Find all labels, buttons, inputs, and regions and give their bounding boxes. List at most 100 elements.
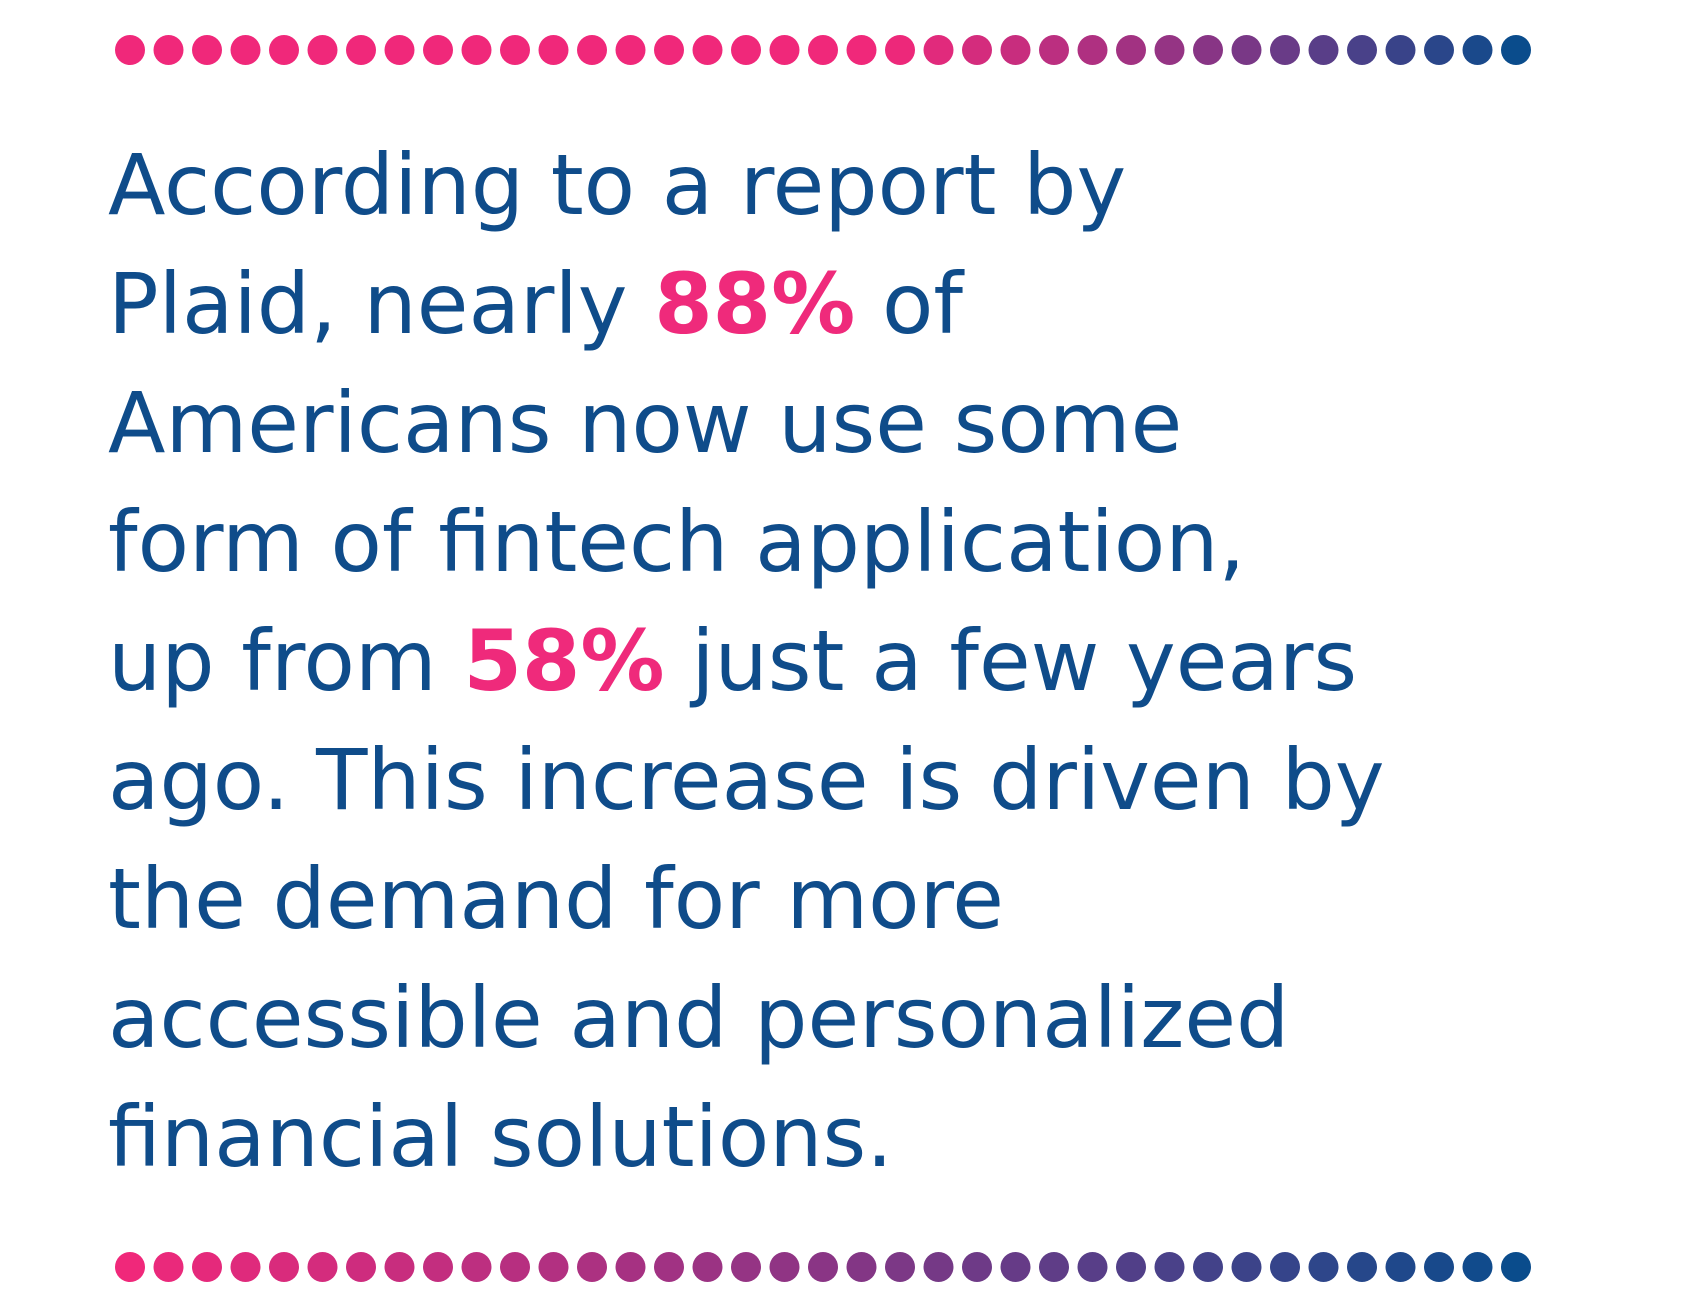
text-run: Americans now use some xyxy=(108,374,1182,472)
decor-dot xyxy=(1039,1252,1069,1282)
quote-line: ago. This increase is driven by xyxy=(108,731,1385,829)
decor-dot xyxy=(384,1252,415,1282)
decor-dot xyxy=(230,1252,261,1282)
decor-dot xyxy=(846,35,877,65)
decor-dot xyxy=(1462,1252,1493,1282)
quote-line: form of fintech application, xyxy=(108,493,1245,591)
highlight-stat: 88% xyxy=(654,255,855,353)
decor-dot xyxy=(1424,1252,1454,1282)
quote-text: According to a report by Plaid, nearly 88… xyxy=(108,136,1385,1186)
quote-line: accessible and personalized xyxy=(108,969,1289,1067)
decor-dot xyxy=(346,35,376,65)
decor-dot xyxy=(1270,35,1300,65)
decor-dot xyxy=(423,1252,453,1282)
decor-dot xyxy=(461,1252,492,1282)
decor-dot xyxy=(538,1252,569,1282)
decor-dot xyxy=(731,35,761,65)
quote-line: up from 58% just a few years xyxy=(108,612,1357,710)
decor-dot xyxy=(500,1252,530,1282)
quote-line: Americans now use some xyxy=(108,374,1182,472)
decor-dot xyxy=(692,35,723,65)
decor-dot xyxy=(808,1252,838,1282)
decor-dot xyxy=(192,35,222,65)
decor-dot xyxy=(654,1252,684,1282)
decor-dot xyxy=(1000,35,1031,65)
quote-line: Plaid, nearly 88% of xyxy=(108,255,965,353)
decor-dot xyxy=(577,1252,607,1282)
decor-dot xyxy=(538,35,569,65)
decor-dot xyxy=(885,35,915,65)
quote-line: According to a report by xyxy=(108,136,1126,234)
decor-dot xyxy=(1116,1252,1146,1282)
decor-dot xyxy=(923,35,954,65)
decor-dot xyxy=(1154,1252,1185,1282)
decor-dot xyxy=(962,35,992,65)
decor-dot xyxy=(1039,35,1069,65)
decor-dot xyxy=(1501,35,1531,65)
dot-rows xyxy=(115,35,1531,1282)
decor-dot xyxy=(346,1252,376,1282)
quote-line: the demand for more xyxy=(108,850,1004,948)
decor-dot xyxy=(500,35,530,65)
text-run: just a few years xyxy=(665,612,1358,710)
decor-dot xyxy=(1000,1252,1031,1282)
decor-dot xyxy=(769,1252,800,1282)
text-run: of xyxy=(855,255,965,353)
decor-dot xyxy=(1193,35,1223,65)
decor-dot xyxy=(769,35,800,65)
decor-dot xyxy=(1193,1252,1223,1282)
decor-dot xyxy=(1077,1252,1108,1282)
decor-dot xyxy=(846,1252,877,1282)
decor-dot xyxy=(808,35,838,65)
text-run: ago. This increase is driven by xyxy=(108,731,1385,829)
text-run: up from xyxy=(108,612,463,710)
decor-dot xyxy=(269,35,299,65)
text-run: the demand for more xyxy=(108,850,1004,948)
decor-dot xyxy=(1308,1252,1339,1282)
decor-dot xyxy=(1116,35,1146,65)
decor-dot xyxy=(1347,1252,1377,1282)
decor-dot xyxy=(577,35,607,65)
decor-dot xyxy=(230,35,261,65)
highlight-stat: 58% xyxy=(463,612,664,710)
text-run: form of fintech application, xyxy=(108,493,1245,591)
decor-dot xyxy=(269,1252,299,1282)
decor-dot xyxy=(1270,1252,1300,1282)
decor-dot xyxy=(962,1252,992,1282)
decor-dot xyxy=(461,35,492,65)
decor-dot xyxy=(1462,35,1493,65)
decor-dot xyxy=(307,35,338,65)
decor-dot xyxy=(1501,1252,1531,1282)
decor-dot xyxy=(1077,35,1108,65)
decor-dot xyxy=(615,35,646,65)
text-run: Plaid, nearly xyxy=(108,255,654,353)
text-run: financial solutions. xyxy=(108,1088,893,1186)
decor-dot xyxy=(423,35,453,65)
decor-dot xyxy=(384,35,415,65)
decor-dot xyxy=(1231,35,1262,65)
decor-dot xyxy=(1385,35,1416,65)
decor-dot xyxy=(1154,35,1185,65)
decor-dot xyxy=(307,1252,338,1282)
decor-dot xyxy=(153,35,184,65)
decor-dot xyxy=(192,1252,222,1282)
quote-line: financial solutions. xyxy=(108,1088,893,1186)
decor-dot xyxy=(692,1252,723,1282)
decor-dot xyxy=(115,35,145,65)
decor-dot xyxy=(1347,35,1377,65)
text-run: accessible and personalized xyxy=(108,969,1289,1067)
decor-dot xyxy=(923,1252,954,1282)
decor-dot xyxy=(1308,35,1339,65)
decor-dot xyxy=(1424,35,1454,65)
decor-dot xyxy=(615,1252,646,1282)
decor-dot xyxy=(1385,1252,1416,1282)
decor-dot xyxy=(731,1252,761,1282)
decor-dot xyxy=(115,1252,145,1282)
decor-dot xyxy=(153,1252,184,1282)
decor-dot xyxy=(654,35,684,65)
text-run: According to a report by xyxy=(108,136,1126,234)
decor-dot xyxy=(885,1252,915,1282)
decor-dot xyxy=(1231,1252,1262,1282)
